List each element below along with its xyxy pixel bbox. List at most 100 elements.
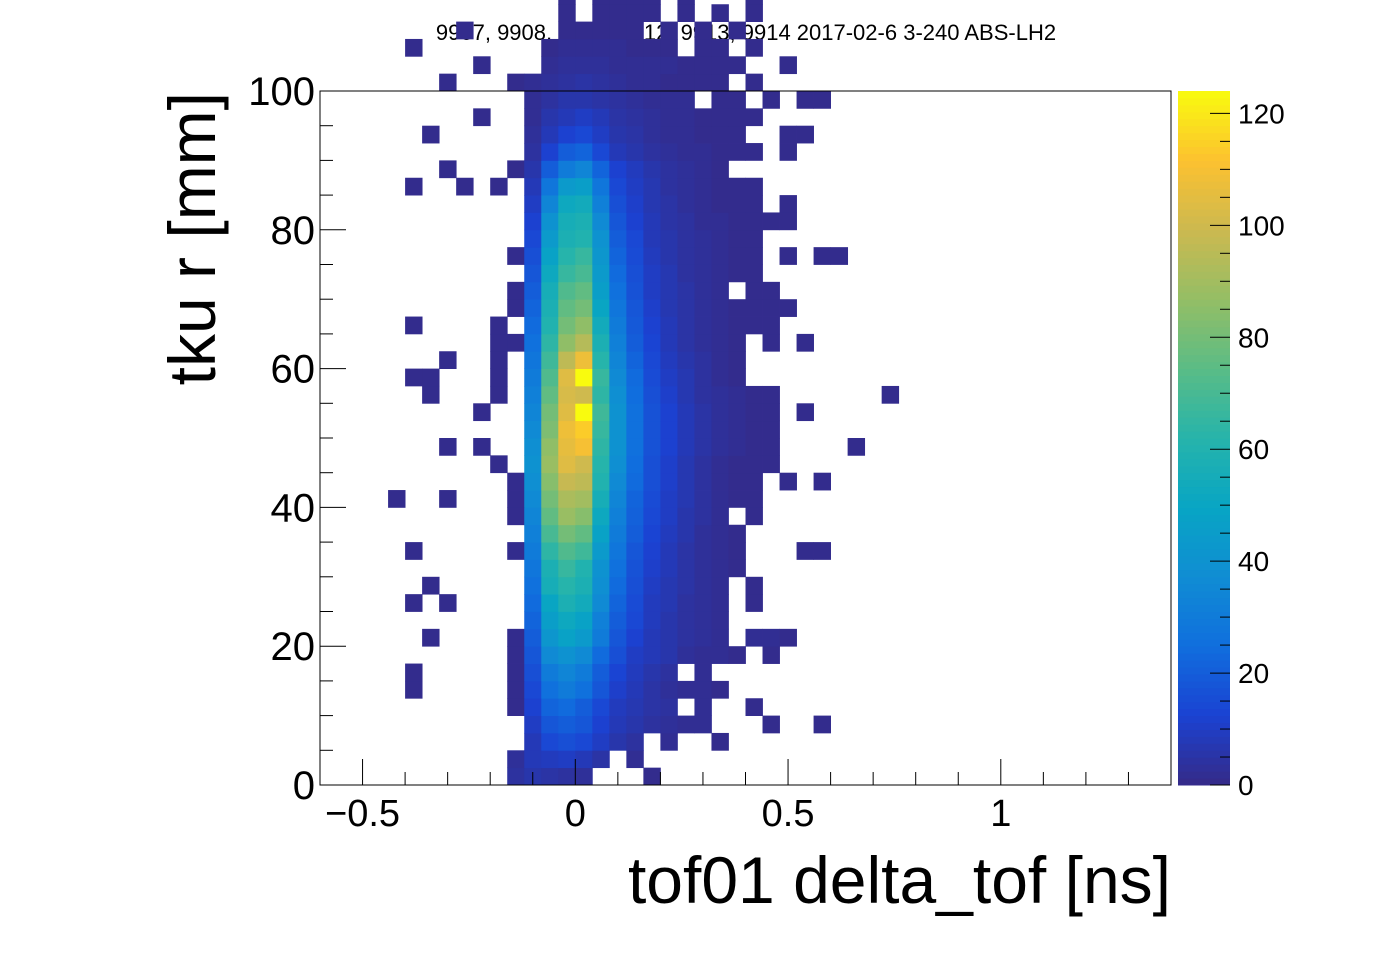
color-scale-segment [1178, 715, 1230, 724]
heatmap-cell [711, 559, 729, 578]
heatmap-cell [558, 767, 576, 786]
heatmap-cell [728, 299, 746, 317]
heatmap-cell [592, 91, 610, 109]
heatmap-cell [660, 611, 678, 630]
heatmap-cell [609, 195, 627, 213]
heatmap-cell [524, 299, 542, 317]
heatmap-cell [558, 472, 576, 491]
heatmap-cell [745, 420, 763, 439]
heatmap-cell [524, 212, 542, 231]
heatmap-cell [728, 108, 746, 127]
heatmap-cell [473, 403, 491, 422]
color-scale-segment [1178, 410, 1230, 418]
heatmap-cell [694, 56, 712, 75]
color-scale-tick-label: 0 [1238, 770, 1254, 801]
heatmap-cell [575, 576, 593, 595]
color-scale-segment [1178, 507, 1230, 515]
heatmap-cell [575, 490, 593, 508]
heatmap-cell [609, 229, 627, 248]
heatmap-cell [592, 316, 610, 335]
heatmap-cell [592, 143, 610, 161]
heatmap-cell [609, 143, 627, 161]
heatmap-cell [575, 299, 593, 317]
heatmap-cell [575, 403, 593, 422]
heatmap-cell [405, 368, 423, 387]
heatmap-cell [643, 0, 661, 5]
heatmap-cell [626, 542, 644, 560]
heatmap-cell [643, 177, 661, 196]
heatmap-cell [711, 56, 729, 75]
heatmap-cell [745, 281, 763, 300]
heatmap-cell [626, 316, 644, 335]
heatmap-cell [626, 212, 644, 231]
heatmap-cell [694, 333, 712, 352]
color-scale-segment [1178, 590, 1230, 599]
heatmap-cell [592, 715, 610, 734]
heatmap-cell [541, 212, 559, 231]
heatmap-cell [626, 472, 644, 491]
heatmap-cell [558, 715, 576, 734]
heatmap-cell [711, 38, 729, 57]
heatmap-cell [558, 507, 576, 526]
color-scale-segment [1178, 680, 1230, 689]
heatmap-cell [524, 594, 542, 612]
heatmap-cell [524, 125, 542, 144]
heatmap-cell [711, 160, 729, 179]
heatmap-cell [575, 38, 593, 57]
heatmap-cell [813, 472, 831, 491]
y-tick-label: 60 [271, 348, 316, 392]
heatmap-cell [660, 472, 678, 491]
heatmap-cell [677, 351, 695, 369]
heatmap-cell [643, 559, 661, 578]
color-scale-segment [1178, 431, 1230, 439]
color-scale-segment [1178, 271, 1230, 279]
heatmap-cell [643, 264, 661, 283]
heatmap-cell [728, 646, 746, 664]
heatmap-cell [711, 91, 729, 109]
heatmap-cell [541, 611, 559, 630]
heatmap-cell [643, 715, 661, 734]
heatmap-cell [524, 680, 542, 699]
heatmap-cell [762, 438, 780, 456]
heatmap-cell [558, 576, 576, 595]
color-scale-segment [1178, 528, 1230, 536]
heatmap-cell [524, 420, 542, 439]
heatmap-cell [609, 368, 627, 387]
color-scale-segment [1178, 167, 1230, 175]
heatmap-cell [575, 715, 593, 734]
heatmap-cell [524, 559, 542, 578]
heatmap-cell [813, 91, 831, 109]
heatmap-cell [643, 403, 661, 422]
heatmap-cell [728, 559, 746, 578]
heatmap-cell [779, 628, 797, 647]
heatmap-cell [694, 490, 712, 508]
x-tick-label: 1 [990, 793, 1011, 835]
heatmap-cell [643, 125, 661, 144]
heatmap-cell [609, 299, 627, 317]
color-scale-segment [1178, 202, 1230, 210]
heatmap-cell [694, 420, 712, 439]
heatmap-cell [779, 212, 797, 231]
heatmap-cell [762, 212, 780, 231]
heatmap-cell [728, 472, 746, 491]
heatmap-cell [541, 195, 559, 213]
heatmap-cell [626, 73, 644, 92]
heatmap-cell [558, 420, 576, 439]
heatmap-cell [694, 403, 712, 422]
heatmap-cell [694, 299, 712, 317]
color-scale-segment [1178, 701, 1230, 710]
heatmap-cell [592, 542, 610, 560]
heatmap-cell [541, 698, 559, 716]
heatmap-cell [541, 177, 559, 196]
heatmap-cell [728, 125, 746, 144]
color-scale-segment [1178, 667, 1230, 675]
heatmap-cell [558, 559, 576, 578]
heatmap-cell [728, 91, 746, 109]
heatmap-cell [677, 160, 695, 179]
heatmap-cell [524, 715, 542, 734]
heatmap-cell [728, 351, 746, 369]
heatmap-cell [660, 143, 678, 161]
heatmap-cell [677, 247, 695, 265]
heatmap-cell [507, 542, 525, 560]
heatmap-cell [422, 385, 440, 404]
